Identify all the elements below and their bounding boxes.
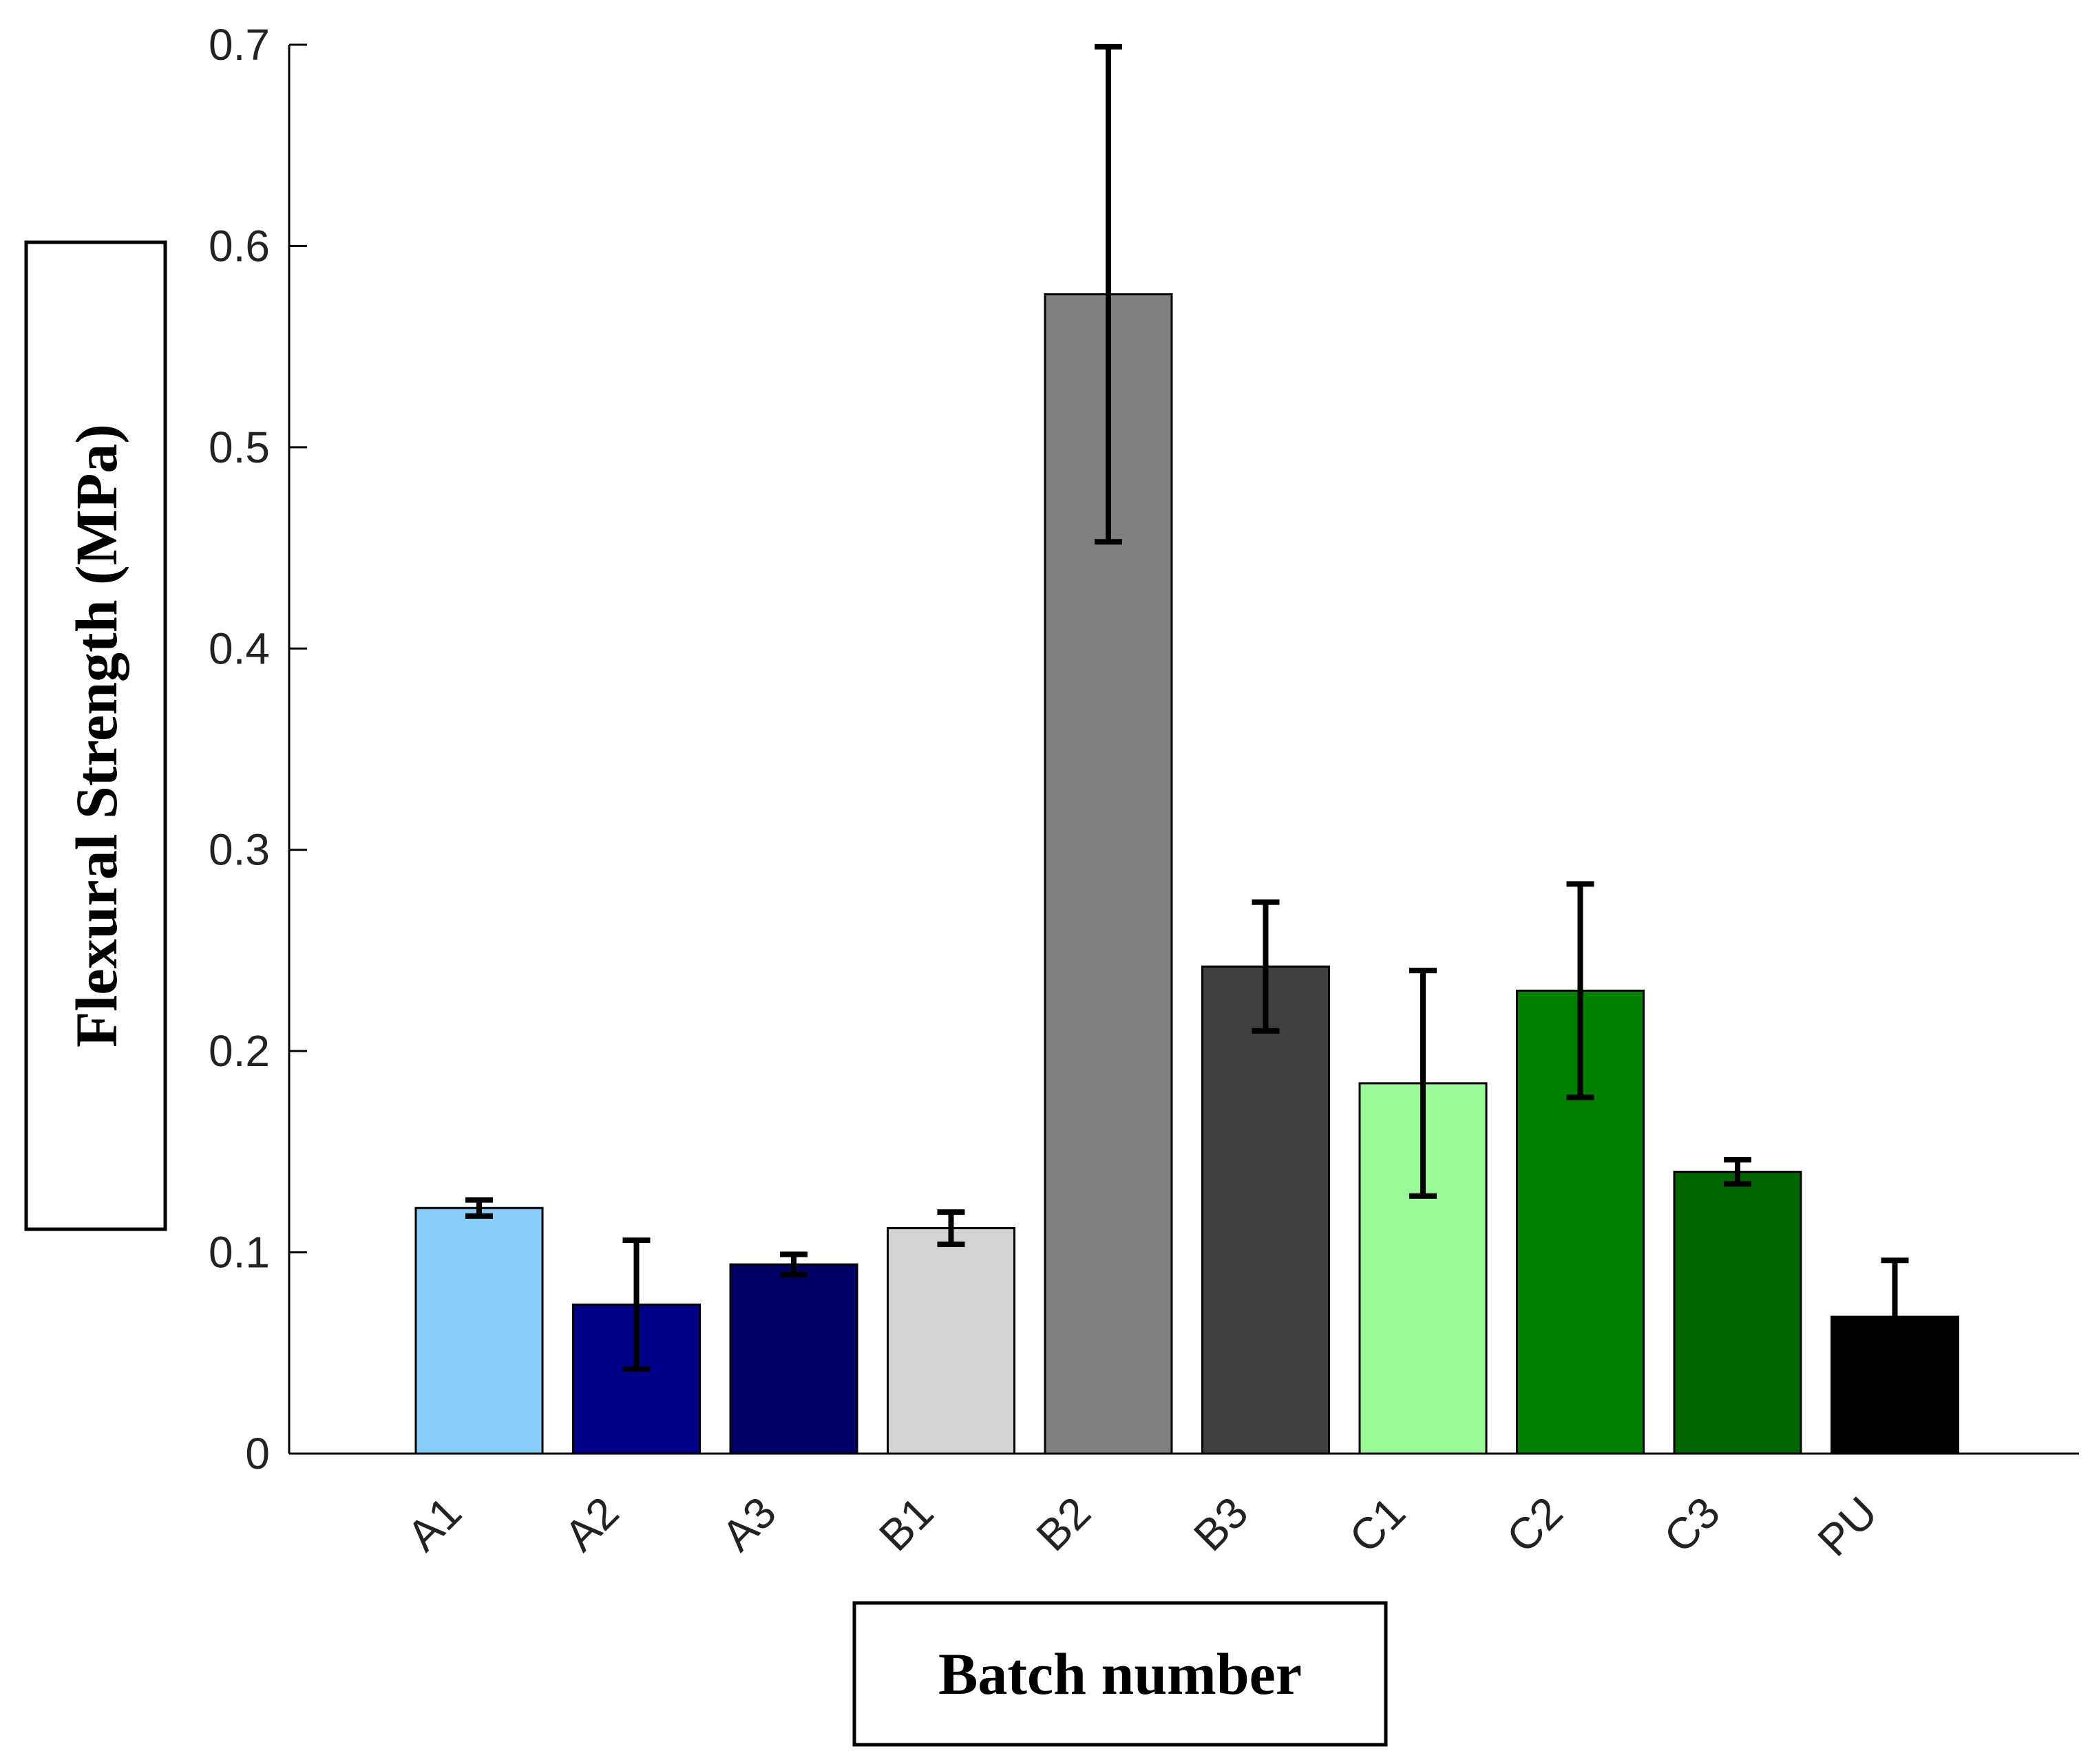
error-bar-A3 bbox=[780, 1251, 808, 1277]
x-tick-label-PU: PU bbox=[1808, 1487, 1887, 1566]
x-tick-label-B2: B2 bbox=[1027, 1487, 1100, 1560]
y-tick-label: 0.3 bbox=[209, 825, 270, 875]
error-bar-PU bbox=[1881, 1257, 1909, 1377]
axes-layer: A1 A2 A3 B1 B2 B3 C1 C2 C3 PU 0 0.1 0.2 0.3 0.4 0.5 0.6 0… bbox=[209, 20, 2079, 1566]
x-axis-title: Batch number bbox=[938, 1641, 1302, 1707]
bar-C3 bbox=[1673, 1171, 1802, 1455]
y-tick-label: 0.1 bbox=[209, 1228, 270, 1277]
bars-layer bbox=[414, 293, 1959, 1455]
x-tick-label-A3: A3 bbox=[713, 1487, 785, 1560]
x-axis-title-box: Batch number bbox=[852, 1601, 1388, 1747]
x-tick-label-C3: C3 bbox=[1654, 1487, 1729, 1562]
error-bar-B3 bbox=[1252, 899, 1280, 1034]
x-tick-label-C2: C2 bbox=[1497, 1487, 1572, 1562]
error-bar-C2 bbox=[1566, 881, 1594, 1101]
x-tick-label-B1: B1 bbox=[869, 1487, 942, 1560]
error-bar-C1 bbox=[1409, 968, 1437, 1199]
bar-B3 bbox=[1201, 965, 1330, 1455]
y-axis-title: Flexural Strength (MPa) bbox=[63, 424, 129, 1048]
y-tick-label: 0 bbox=[245, 1429, 270, 1478]
error-bar-B1 bbox=[937, 1209, 965, 1247]
y-tick-label: 0.5 bbox=[209, 423, 270, 472]
x-tick-label-A1: A1 bbox=[398, 1487, 471, 1560]
error-bar-A2 bbox=[622, 1237, 651, 1372]
x-tick-label-C1: C1 bbox=[1340, 1487, 1415, 1562]
error-bar-C3 bbox=[1724, 1157, 1751, 1187]
bar-A3 bbox=[729, 1263, 858, 1455]
y-tick-label: 0.2 bbox=[209, 1026, 270, 1076]
y-tick-label: 0.6 bbox=[209, 221, 270, 270]
y-axis-title-box: Flexural Strength (MPa) bbox=[24, 240, 167, 1231]
y-tick-label: 0.4 bbox=[209, 624, 270, 673]
error-bar-B2 bbox=[1095, 43, 1122, 545]
error-bar-A1 bbox=[465, 1197, 493, 1219]
x-tick-label-A2: A2 bbox=[555, 1487, 628, 1560]
error-bars-layer bbox=[465, 43, 1909, 1377]
bar-A1 bbox=[414, 1207, 544, 1455]
x-tick-label-B3: B3 bbox=[1184, 1487, 1257, 1560]
bar-B1 bbox=[887, 1226, 1015, 1455]
y-tick-label: 0.7 bbox=[209, 20, 270, 70]
